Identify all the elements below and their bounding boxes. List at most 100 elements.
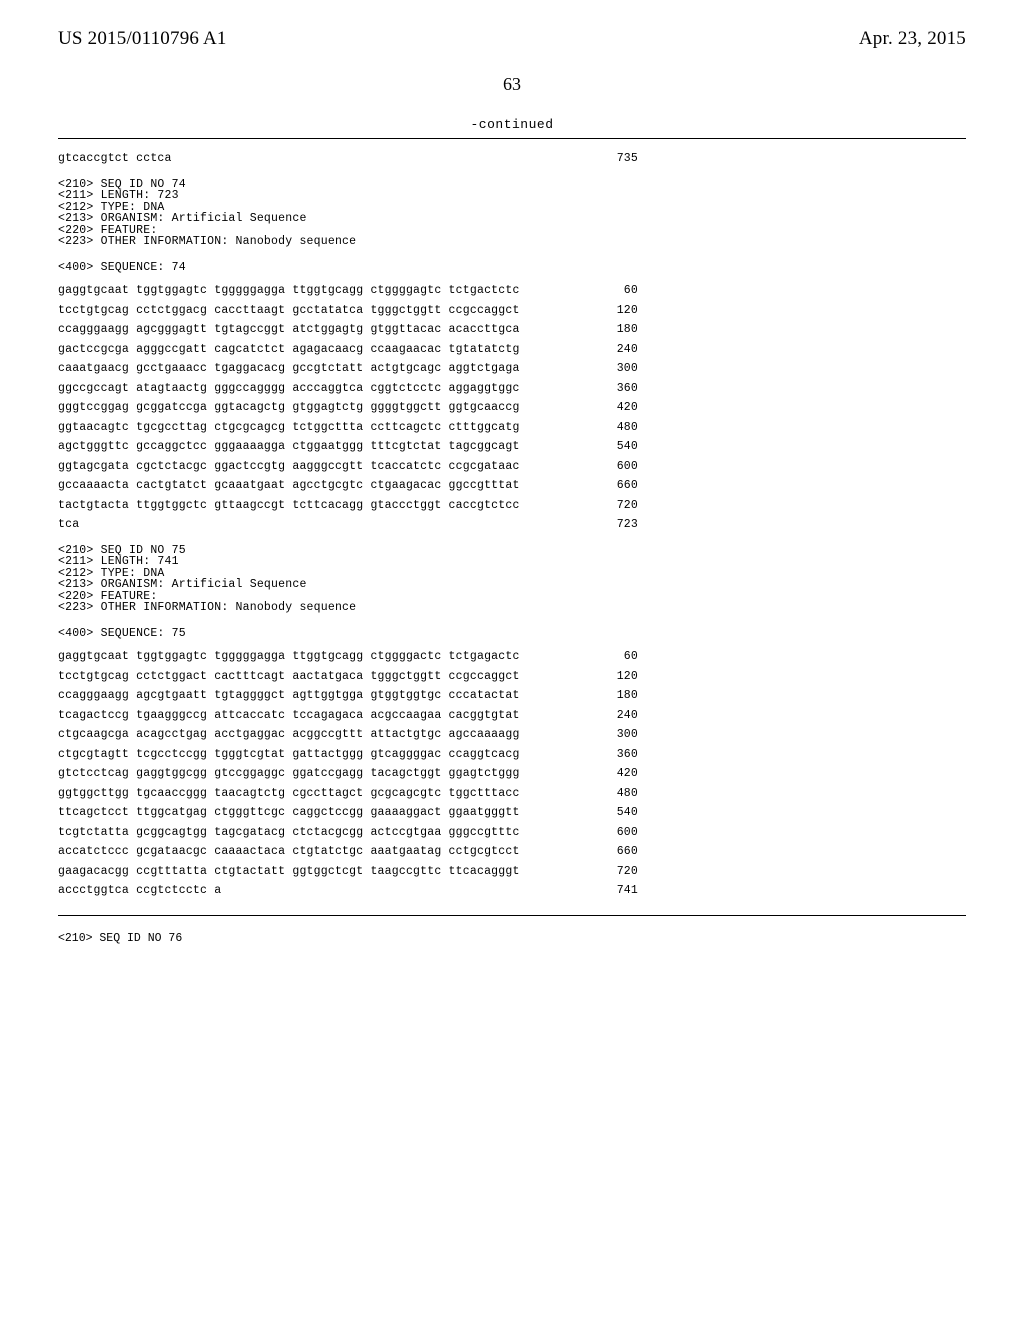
sequence-row: tactgtacta ttggtggctc gttaagccgt tcttcac…: [58, 500, 966, 512]
sequence-position: 660: [598, 480, 638, 492]
sequence-position: 720: [598, 500, 638, 512]
sequence-text: gtcaccgtct cctca: [58, 153, 598, 165]
sequence-position: 240: [598, 344, 638, 356]
continued-label: -continued: [0, 117, 1024, 132]
sequence-row: tca723: [58, 519, 966, 531]
sequence-row: ttcagctcct ttggcatgag ctgggttcgc caggctc…: [58, 807, 966, 819]
sequence-position: 723: [598, 519, 638, 531]
sequence-text: tcctgtgcag cctctggacg caccttaagt gcctata…: [58, 305, 598, 317]
sequence-header: <400> SEQUENCE: 75: [58, 628, 966, 640]
sequence-text: caaatgaacg gcctgaaacc tgaggacacg gccgtct…: [58, 363, 598, 375]
sequence-header: <400> SEQUENCE: 74: [58, 262, 966, 274]
sequence-text: tcgtctatta gcggcagtgg tagcgatacg ctctacg…: [58, 827, 598, 839]
page-number: 63: [0, 74, 1024, 95]
meta-line: <211> LENGTH: 723: [58, 190, 966, 202]
meta-line: <400> SEQUENCE: 75: [58, 628, 966, 640]
sequence-text: agctgggttc gccaggctcc gggaaaagga ctggaat…: [58, 441, 598, 453]
sequence-position: 240: [598, 710, 638, 722]
sequence-position: 660: [598, 846, 638, 858]
sequence-text: accatctccc gcgataacgc caaaactaca ctgtatc…: [58, 846, 598, 858]
sequence-text: ccagggaagg agcgtgaatt tgtaggggct agttggt…: [58, 690, 598, 702]
sequence-position: 60: [598, 651, 638, 663]
sequence-text: ggtaacagtc tgcgccttag ctgcgcagcg tctggct…: [58, 422, 598, 434]
sequence-position: 741: [598, 885, 638, 897]
sequence-position: 300: [598, 363, 638, 375]
sequence-position: 60: [598, 285, 638, 297]
sequence-row: ctgcaagcga acagcctgag acctgaggac acggccg…: [58, 729, 966, 741]
sequence-row: ccagggaagg agcgtgaatt tgtaggggct agttggt…: [58, 690, 966, 702]
sequence-position: 180: [598, 324, 638, 336]
sequence-row: agctgggttc gccaggctcc gggaaaagga ctggaat…: [58, 441, 966, 453]
sequence-row: ggtggcttgg tgcaaccggg taacagtctg cgcctta…: [58, 788, 966, 800]
meta-line: <213> ORGANISM: Artificial Sequence: [58, 213, 966, 225]
sequence-text: accctggtca ccgtctcctc a: [58, 885, 598, 897]
record-meta: <210> SEQ ID NO 74<211> LENGTH: 723<212>…: [58, 179, 966, 248]
meta-line: <210> SEQ ID NO 75: [58, 545, 966, 557]
sequence-row: accctggtca ccgtctcctc a741: [58, 885, 966, 897]
publication-header: US 2015/0110796 A1 Apr. 23, 2015: [0, 0, 1024, 50]
sequence-text: ggtagcgata cgctctacgc ggactccgtg aagggcc…: [58, 461, 598, 473]
sequence-position: 180: [598, 690, 638, 702]
sequence-text: gggtccggag gcggatccga ggtacagctg gtggagt…: [58, 402, 598, 414]
sequence-row: tcctgtgcag cctctggacg caccttaagt gcctata…: [58, 305, 966, 317]
sequence-position: 480: [598, 788, 638, 800]
sequence-row: gactccgcga agggccgatt cagcatctct agagaca…: [58, 344, 966, 356]
sequence-text: gaggtgcaat tggtggagtc tgggggagga ttggtgc…: [58, 651, 598, 663]
sequence-position: 300: [598, 729, 638, 741]
sequence-text: tca: [58, 519, 598, 531]
meta-line: <223> OTHER INFORMATION: Nanobody sequen…: [58, 602, 966, 614]
sequence-text: gaagacacgg ccgtttatta ctgtactatt ggtggct…: [58, 866, 598, 878]
sequence-row: caaatgaacg gcctgaaacc tgaggacacg gccgtct…: [58, 363, 966, 375]
meta-line: <223> OTHER INFORMATION: Nanobody sequen…: [58, 236, 966, 248]
sequence-position: 735: [598, 153, 638, 165]
sequence-text: ccagggaagg agcgggagtt tgtagccggt atctgga…: [58, 324, 598, 336]
sequence-position: 120: [598, 671, 638, 683]
sequence-row: ggccgccagt atagtaactg gggccagggg acccagg…: [58, 383, 966, 395]
publication-date: Apr. 23, 2015: [859, 28, 966, 50]
sequence-position: 120: [598, 305, 638, 317]
sequence-text: tcctgtgcag cctctggact cactttcagt aactatg…: [58, 671, 598, 683]
sequence-position: 420: [598, 402, 638, 414]
sequence-position: 540: [598, 441, 638, 453]
sequence-row: ggtagcgata cgctctacgc ggactccgtg aagggcc…: [58, 461, 966, 473]
sequence-text: ggtggcttgg tgcaaccggg taacagtctg cgcctta…: [58, 788, 598, 800]
sequence-text: gccaaaacta cactgtatct gcaaatgaat agcctgc…: [58, 480, 598, 492]
sequence-position: 360: [598, 749, 638, 761]
sequence-row: gtcaccgtct cctca735: [58, 153, 966, 165]
meta-line: <400> SEQUENCE: 74: [58, 262, 966, 274]
sequence-row: gccaaaacta cactgtatct gcaaatgaat agcctgc…: [58, 480, 966, 492]
publication-id: US 2015/0110796 A1: [58, 28, 227, 50]
sequence-text: gtctcctcag gaggtggcgg gtccggaggc ggatccg…: [58, 768, 598, 780]
sequence-row: gaggtgcaat tggtggagtc tgggggagga ttggtgc…: [58, 285, 966, 297]
sequence-text: ttcagctcct ttggcatgag ctgggttcgc caggctc…: [58, 807, 598, 819]
sequence-text: tcagactccg tgaagggccg attcaccatc tccagag…: [58, 710, 598, 722]
meta-line: <211> LENGTH: 741: [58, 556, 966, 568]
sequence-position: 540: [598, 807, 638, 819]
meta-line: <210> SEQ ID NO 74: [58, 179, 966, 191]
sequence-text: ctgcaagcga acagcctgag acctgaggac acggccg…: [58, 729, 598, 741]
sequence-row: accatctccc gcgataacgc caaaactaca ctgtatc…: [58, 846, 966, 858]
sequence-text: gactccgcga agggccgatt cagcatctct agagaca…: [58, 344, 598, 356]
sequence-row: tcagactccg tgaagggccg attcaccatc tccagag…: [58, 710, 966, 722]
sequence-text: ggccgccagt atagtaactg gggccagggg acccagg…: [58, 383, 598, 395]
sequence-position: 720: [598, 866, 638, 878]
sequence-position: 420: [598, 768, 638, 780]
sequence-text: gaggtgcaat tggtggagtc tgggggagga ttggtgc…: [58, 285, 598, 297]
sequence-row: ctgcgtagtt tcgcctccgg tgggtcgtat gattact…: [58, 749, 966, 761]
meta-line: <213> ORGANISM: Artificial Sequence: [58, 579, 966, 591]
sequence-row: tcctgtgcag cctctggact cactttcagt aactatg…: [58, 671, 966, 683]
sequence-row: ggtaacagtc tgcgccttag ctgcgcagcg tctggct…: [58, 422, 966, 434]
sequence-row: gggtccggag gcggatccga ggtacagctg gtggagt…: [58, 402, 966, 414]
trailing-seq-id: <210> SEQ ID NO 76: [58, 932, 966, 945]
sequence-position: 600: [598, 461, 638, 473]
sequence-row: ccagggaagg agcgggagtt tgtagccggt atctgga…: [58, 324, 966, 336]
sequence-row: gaagacacgg ccgtttatta ctgtactatt ggtggct…: [58, 866, 966, 878]
record-meta: <210> SEQ ID NO 75<211> LENGTH: 741<212>…: [58, 545, 966, 614]
sequence-position: 480: [598, 422, 638, 434]
sequence-position: 600: [598, 827, 638, 839]
sequence-position: 360: [598, 383, 638, 395]
sequence-text: ctgcgtagtt tcgcctccgg tgggtcgtat gattact…: [58, 749, 598, 761]
sequence-row: tcgtctatta gcggcagtgg tagcgatacg ctctacg…: [58, 827, 966, 839]
sequence-listing: gtcaccgtct cctca735<210> SEQ ID NO 74<21…: [58, 138, 966, 916]
sequence-row: gtctcctcag gaggtggcgg gtccggaggc ggatccg…: [58, 768, 966, 780]
